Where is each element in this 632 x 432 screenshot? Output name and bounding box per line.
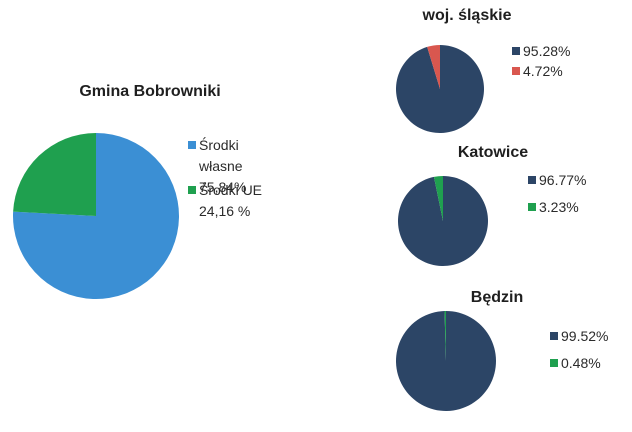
legend-swatch bbox=[188, 186, 196, 194]
legend-label: 3.23% bbox=[539, 199, 579, 215]
chart-title: Będzin bbox=[471, 289, 523, 306]
pie-slice bbox=[444, 311, 446, 361]
legend-label: Środki UE bbox=[199, 181, 262, 198]
pie-slice bbox=[13, 133, 180, 299]
legend-label: własne bbox=[198, 158, 243, 174]
pie-slice bbox=[396, 45, 484, 134]
pie-slice bbox=[398, 176, 489, 267]
legend-swatch bbox=[188, 141, 196, 149]
legend-label: 75,84% bbox=[199, 179, 246, 195]
legend-swatch bbox=[512, 67, 520, 75]
legend-label: 4.72% bbox=[523, 63, 563, 79]
legend-label: 95.28% bbox=[523, 43, 570, 59]
pie-chart-3: Katowice 96.77% 3.23% bbox=[398, 144, 586, 267]
pie-slice bbox=[396, 311, 497, 411]
pie-chart-2: woj. śląskie 95.28% 4.72% bbox=[396, 7, 570, 134]
legend-label: Środki bbox=[199, 136, 239, 153]
pie-slice bbox=[427, 45, 440, 89]
legend-label: 99.52% bbox=[561, 328, 608, 344]
pie-chart-1: Gmina Bobrowniki Środki własne 75,84%Środki… bbox=[13, 83, 262, 299]
chart-title: Katowice bbox=[458, 144, 528, 161]
pie-slice bbox=[433, 176, 443, 221]
chart-title: Gmina Bobrowniki bbox=[79, 83, 220, 100]
legend-swatch bbox=[512, 47, 520, 55]
pie-chart-4: Będzin 99.52% 0.48% bbox=[396, 289, 608, 411]
legend-swatch bbox=[550, 359, 558, 367]
chart-title: woj. śląskie bbox=[422, 7, 512, 24]
legend-label: 0.48% bbox=[561, 355, 601, 371]
legend-swatch bbox=[528, 203, 536, 211]
legend-label: 24,16 % bbox=[199, 203, 250, 219]
legend-label: 96.77% bbox=[539, 172, 586, 188]
legend-swatch bbox=[550, 332, 558, 340]
legend-swatch bbox=[528, 176, 536, 184]
pie-slice bbox=[13, 133, 96, 216]
